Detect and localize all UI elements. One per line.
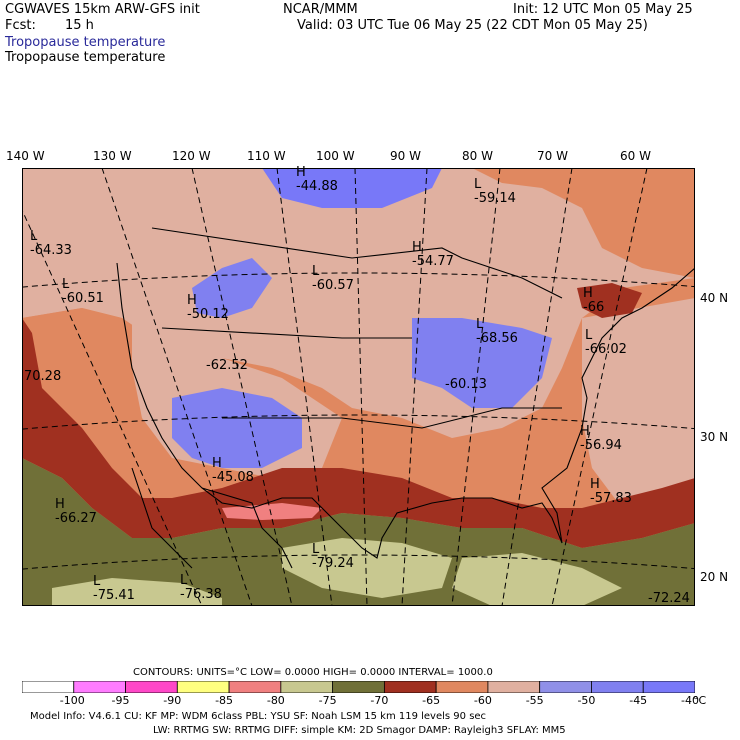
color-bar-tick-label: -45 (629, 694, 648, 707)
color-bar-tick-label: -50 (577, 694, 596, 707)
valid-time: Valid: 03 UTC Tue 06 May 25 (22 CDT Mon … (297, 18, 648, 33)
field-darkred-band (22, 318, 695, 548)
color-bar-bin (591, 681, 644, 693)
extremum-label: H -44.88 (296, 165, 338, 194)
model-title: CGWAVES 15km ARW-GFS init (5, 2, 200, 17)
forecast-label: Fcst: (5, 18, 36, 33)
lon-label-120w: 120 W (172, 149, 211, 163)
field-darkred-northeast (577, 283, 642, 318)
color-bar-bin (642, 681, 695, 693)
lon-label-90w: 90 W (390, 149, 421, 163)
map-frame (22, 168, 695, 606)
model-info-line2: LW: RRTMG SW: RRTMG DIFF: simple KM: 2D … (153, 725, 566, 736)
color-bar-bin (539, 681, 592, 693)
field-blue-idaho (192, 258, 272, 318)
extremum-label: H -57.83 (590, 477, 632, 506)
extremum-label: H -54.77 (412, 240, 454, 269)
color-bar-tick-label: -55 (525, 694, 544, 707)
color-bar-bin (383, 681, 437, 693)
color-bar-bin (280, 681, 334, 693)
field-orange-northeast (472, 168, 695, 278)
lon-label-110w: 110 W (247, 149, 286, 163)
color-bar (22, 681, 695, 693)
forecast-hour: 15 h (65, 18, 94, 33)
extremum-label: L -79.24 (312, 542, 354, 571)
extremum-label: 70.28 (24, 369, 62, 384)
extremum-label: H -45.08 (212, 456, 254, 485)
extremum-label: L -68.56 (476, 317, 518, 346)
extremum-label: -62.52 (206, 358, 248, 373)
color-bar-tick-label: -80 (266, 694, 285, 707)
init-time: Init: 12 UTC Mon 05 May 25 (513, 2, 693, 17)
color-bar-bin (125, 681, 178, 693)
organization-label: NCAR/MMM (283, 2, 358, 17)
color-bar-bin (487, 681, 541, 693)
lon-label-130w: 130 W (93, 149, 132, 163)
field-blue-north (262, 168, 442, 208)
field-blue-ohio (412, 318, 552, 408)
field-blue-southwest (172, 388, 302, 468)
field-title-secondary: Tropopause temperature (5, 50, 166, 65)
lon-label-140w: 140 W (6, 149, 45, 163)
color-bar-ticks: -100 -95 -90 -85 -80 -75 -70 -65 -60 -55 -50 -45 -40… (0, 695, 740, 707)
contours-info: CONTOURS: UNITS=°C LOW= 0.0000 HIGH= 0.0… (133, 667, 493, 678)
color-bar-bin (435, 681, 489, 693)
color-bar-tick-label: -40 (681, 694, 699, 707)
color-bar-tick-label: °C (693, 694, 707, 707)
extremum-label: H -50.12 (187, 293, 229, 322)
extremum-label: L -75.41 (93, 574, 135, 603)
color-bar-bin (22, 681, 75, 693)
field-lightolive-1 (282, 538, 452, 598)
color-bar-tick-label: -75 (318, 694, 337, 707)
extremum-label: L -59.14 (474, 177, 516, 206)
lat-label-30n: 30 N (700, 430, 729, 444)
color-bar-tick-label: -90 (163, 694, 182, 707)
color-bar-tick-label: -95 (111, 694, 130, 707)
color-bar-tick-label: -70 (370, 694, 389, 707)
extremum-label: L -60.51 (62, 277, 104, 306)
color-bar-tick-label: -60 (473, 694, 492, 707)
extremum-label: L -76.38 (180, 573, 222, 602)
extremum-label: L -66.02 (585, 328, 627, 357)
field-lightolive-3 (52, 578, 222, 606)
extremum-label: -72.24 (648, 591, 690, 606)
color-bar-bin (73, 681, 126, 693)
color-bar-tick-label: -65 (422, 694, 441, 707)
color-bar-bin (176, 681, 230, 693)
lon-label-60w: 60 W (620, 149, 651, 163)
extremum-label: H -56.94 (580, 424, 622, 453)
color-bar-tick-label: -100 (59, 694, 85, 707)
extremum-label: -60.13 (445, 377, 487, 392)
lat-label-20n: 20 N (700, 570, 729, 584)
lat-label-40n: 40 N (700, 291, 729, 305)
lon-label-70w: 70 W (537, 149, 568, 163)
color-bar-bin (332, 681, 385, 693)
field-lightolive-2 (452, 553, 622, 606)
model-info-line1: Model Info: V4.6.1 CU: KF MP: WDM 6class… (30, 711, 487, 722)
tropopause-temperature-map (22, 168, 695, 606)
extremum-label: H -66.27 (55, 497, 97, 526)
lon-label-80w: 80 W (462, 149, 493, 163)
coastlines (116, 227, 695, 569)
field-tan-region-3 (582, 298, 695, 508)
field-title-primary: Tropopause temperature (5, 35, 166, 50)
extremum-label: H -66 (583, 286, 605, 315)
lon-label-100w: 100 W (316, 149, 355, 163)
graticule (22, 168, 695, 606)
color-bar-tick-label: -85 (215, 694, 234, 707)
color-bar-bin (228, 681, 282, 693)
extremum-label: L -60.57 (312, 264, 354, 293)
extremum-label: L -64.33 (30, 229, 72, 258)
